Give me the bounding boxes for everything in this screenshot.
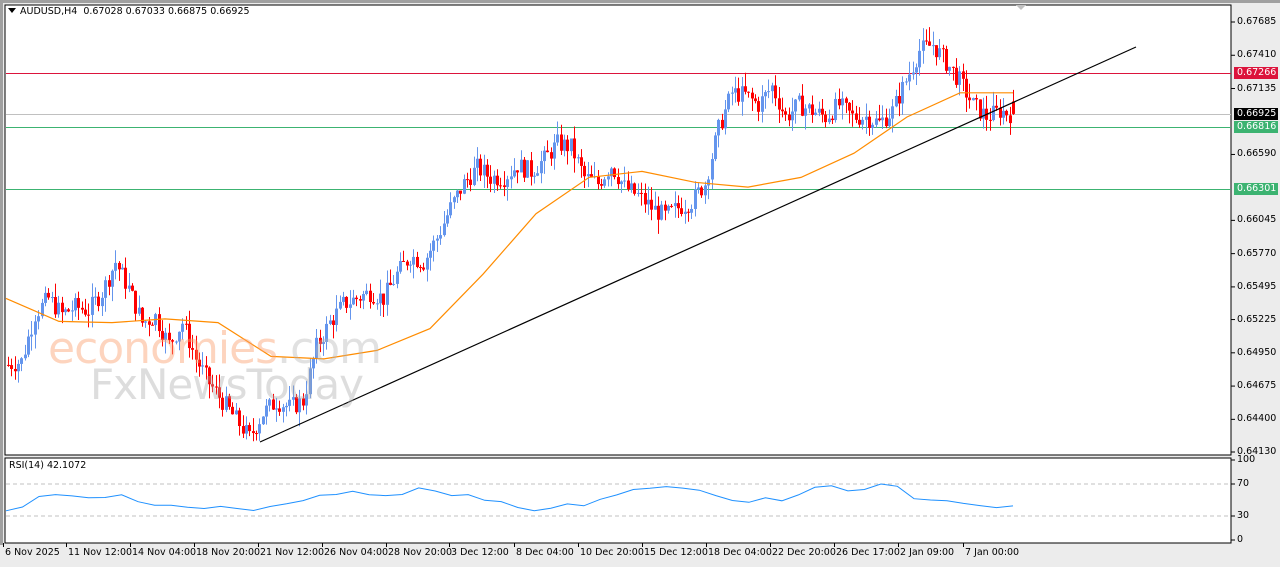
time-tick-label: 8 Dec 04:00 (516, 547, 574, 558)
watermark-economies: economies.com (48, 323, 382, 374)
price-tick-label: 0.66045 (1237, 214, 1277, 226)
time-tick-label: 2 Jan 09:00 (900, 547, 955, 558)
time-tick-label: 7 Jan 00:00 (965, 547, 1020, 558)
horizontal-levels[interactable] (6, 73, 1231, 190)
price-tick-label: 0.65770 (1237, 247, 1277, 259)
time-tick-label: 3 Dec 12:00 (451, 547, 509, 558)
price-tick-label: 0.64130 (1237, 446, 1277, 457)
time-tick-label: 11 Nov 12:00 (68, 547, 133, 558)
price-tick-label: 0.65225 (1237, 313, 1277, 325)
time-tick-label: 22 Dec 20:00 (772, 547, 836, 558)
rsi-line (5, 459, 1235, 541)
price-tick-label: 0.65495 (1237, 280, 1277, 292)
chart-title[interactable]: AUDUSD,H4 0.67028 0.67033 0.66875 0.6692… (8, 6, 250, 17)
price-tick-label: 0.64675 (1237, 380, 1277, 392)
time-tick-label: 6 Nov 2025 (5, 547, 60, 558)
time-tick-label: 10 Dec 20:00 (580, 547, 644, 558)
price-tick-label: 0.67410 (1237, 49, 1277, 61)
rsi-tick-label: 70 (1237, 478, 1250, 489)
price-tick-label: 0.67135 (1237, 82, 1277, 94)
window-top-border (0, 0, 1280, 3)
time-tick-label: 14 Nov 04:00 (132, 547, 197, 558)
symbol-label: AUDUSD,H4 (20, 6, 78, 17)
rsi-tick-label: 0 (1237, 534, 1244, 545)
watermark-fxnewstoday: FxNewsToday (90, 360, 364, 409)
time-tick-label: 28 Nov 20:00 (388, 547, 453, 558)
time-axis-ticks (3, 543, 964, 547)
price-axis-ticks (1231, 21, 1235, 453)
rsi-tick-label: 100 (1237, 454, 1256, 465)
time-tick-label: 21 Nov 12:00 (260, 547, 325, 558)
time-tick-label: 26 Dec 17:00 (836, 547, 900, 558)
time-tick-label: 18 Dec 04:00 (708, 547, 772, 558)
trendline[interactable] (259, 46, 1137, 443)
rsi-title: RSI(14) 42.1072 (9, 460, 87, 471)
price-tag: 0.66925 (1234, 108, 1278, 120)
candlesticks (7, 27, 1015, 442)
price-tag: 0.66816 (1234, 121, 1278, 133)
moving-average (5, 92, 1013, 360)
dropdown-triangle-icon[interactable] (8, 8, 16, 13)
price-tag: 0.67266 (1234, 67, 1278, 79)
price-tag: 0.66301 (1234, 183, 1278, 195)
ohlc-values: 0.67028 0.67033 0.66875 0.66925 (83, 6, 250, 17)
price-tick-label: 0.67685 (1237, 16, 1277, 27)
chart-shift-marker-icon[interactable] (1016, 5, 1026, 10)
rsi-panel-frame (4, 457, 1232, 544)
window-left-border (0, 0, 3, 545)
time-tick-label: 26 Nov 04:00 (324, 547, 389, 558)
price-tick-label: 0.64400 (1237, 413, 1277, 425)
price-tick-label: 0.66590 (1237, 148, 1277, 160)
time-tick-label: 15 Dec 12:00 (644, 547, 708, 558)
time-tick-label: 18 Nov 20:00 (196, 547, 261, 558)
price-tick-label: 0.64950 (1237, 346, 1277, 358)
time-axis[interactable]: 6 Nov 2025 11 Nov 12:00 14 Nov 04:00 18 Nov… (0, 545, 1280, 567)
rsi-tick-label: 30 (1237, 510, 1250, 521)
